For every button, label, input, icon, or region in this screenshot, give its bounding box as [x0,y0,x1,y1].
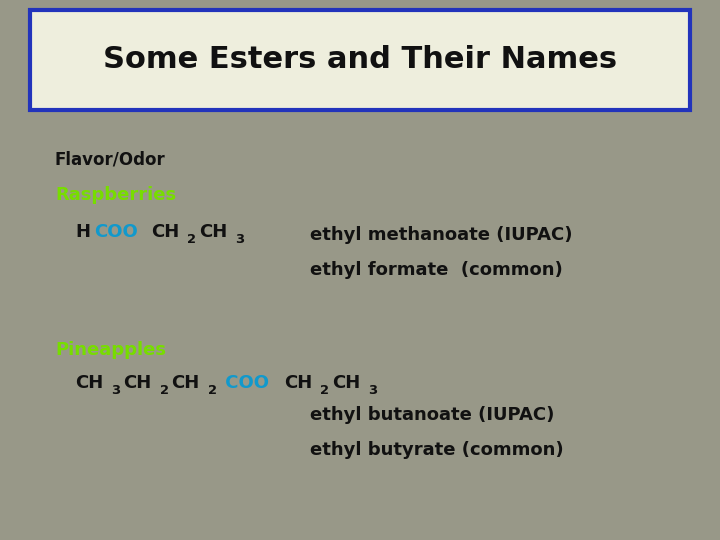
Text: CH: CH [123,374,151,392]
Text: 2: 2 [160,384,168,397]
Text: ethyl formate  (common): ethyl formate (common) [310,261,563,279]
Text: CH: CH [284,374,312,392]
Text: ethyl butyrate (common): ethyl butyrate (common) [310,441,564,459]
Text: 2: 2 [208,384,217,397]
Text: CH: CH [75,374,103,392]
Text: Raspberries: Raspberries [55,186,176,204]
Text: Flavor/Odor: Flavor/Odor [55,151,166,169]
Text: COO: COO [220,374,269,392]
Text: COO: COO [94,223,138,241]
Text: ethyl butanoate (IUPAC): ethyl butanoate (IUPAC) [310,406,554,424]
Text: 3: 3 [112,384,120,397]
Bar [30,10,690,110]
Text: Some Esters and Their Names: Some Esters and Their Names [103,45,617,75]
Text: Pineapples: Pineapples [55,341,166,359]
Text: 2: 2 [187,233,197,246]
Text: ethyl methanoate (IUPAC): ethyl methanoate (IUPAC) [310,226,572,244]
Text: CH: CH [199,223,227,241]
Text: CH: CH [332,374,360,392]
Text: CH: CH [150,223,179,241]
Text: H: H [75,223,90,241]
Text: 3: 3 [369,384,377,397]
Text: 3: 3 [235,233,245,246]
Text: CH: CH [171,374,199,392]
Text: 2: 2 [320,384,329,397]
